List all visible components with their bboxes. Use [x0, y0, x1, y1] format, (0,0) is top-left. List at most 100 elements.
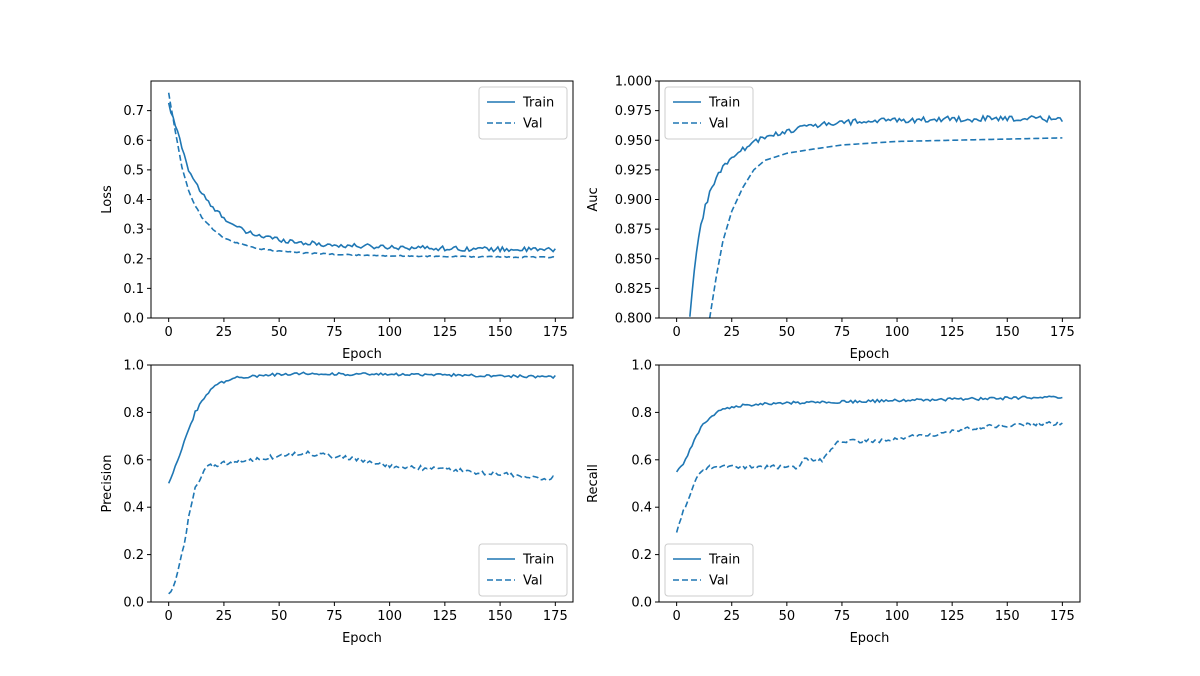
y-tick-label: 0.4	[631, 501, 652, 516]
x-tick-label: 175	[1050, 609, 1075, 624]
series-val-line	[675, 420, 1063, 533]
legend-frame	[664, 543, 754, 597]
x-tick-label: 25	[723, 609, 740, 624]
x-tick-label: 100	[377, 609, 402, 624]
legend: Train Val	[664, 86, 754, 140]
y-tick-label: 0.0	[123, 312, 144, 327]
series-val-line	[168, 450, 556, 595]
y-tick-label: 0.4	[123, 193, 144, 208]
y-axis-label: Recall	[586, 464, 601, 503]
series-val-line	[708, 137, 1063, 318]
series-train-line	[167, 371, 556, 484]
y-tick-label: 0.6	[123, 453, 144, 468]
chart-loss: 0 25 50 75 100 125 150 175 0.0 0.1 0.2 0.3 0.4 0.5 0.6…	[100, 80, 574, 362]
y-tick-label: 0.975	[615, 104, 652, 119]
y-tick-label: 0.8	[631, 406, 652, 421]
legend: Train Val	[478, 543, 568, 597]
legend-label-val: Val	[523, 574, 542, 589]
x-tick-label: 175	[543, 325, 568, 340]
x-tick-label: 175	[1050, 325, 1075, 340]
legend-label-train: Train	[708, 96, 740, 111]
x-tick-label: 150	[488, 325, 513, 340]
x-tick-label: 75	[326, 609, 343, 624]
y-tick-label: 0.825	[615, 282, 652, 297]
x-tick-label: 100	[885, 325, 910, 340]
series-train-line	[689, 114, 1064, 317]
x-tick-label: 125	[940, 609, 965, 624]
x-tick-label: 150	[488, 609, 513, 624]
x-tick-label: 175	[543, 609, 568, 624]
y-tick-label: 0.0	[631, 596, 652, 611]
x-tick-label: 125	[432, 325, 457, 340]
x-tick-label: 25	[216, 609, 233, 624]
chart-recall: 0 25 50 75 100 125 150 175 0.0 0.2 0.4 0.6 0.8 1.0 Epo…	[586, 359, 1081, 646]
y-tick-label: 0.850	[615, 252, 652, 267]
legend: Train Val	[478, 86, 568, 140]
y-tick-label: 1.0	[123, 359, 144, 374]
x-tick-label: 125	[940, 325, 965, 340]
y-tick-label: 0.4	[123, 501, 144, 516]
y-axis-label: Precision	[100, 454, 115, 512]
legend-frame	[478, 543, 568, 597]
x-tick-label: 25	[723, 325, 740, 340]
y-tick-label: 0.800	[615, 312, 652, 327]
y-tick-label: 0.950	[615, 134, 652, 149]
x-tick-label: 150	[995, 609, 1020, 624]
y-tick-label: 0.6	[123, 134, 144, 149]
x-tick-label: 0	[672, 609, 680, 624]
x-tick-label: 0	[165, 325, 173, 340]
y-tick-label: 1.0	[631, 359, 652, 374]
x-tick-label: 100	[377, 325, 402, 340]
y-tick-label: 0.0	[123, 596, 144, 611]
y-tick-label: 0.8	[123, 406, 144, 421]
y-tick-label: 0.5	[123, 163, 144, 178]
chart-precision: 0 25 50 75 100 125 150 175 0.0 0.2 0.4 0.6 0.8 1.0 Epo…	[100, 359, 574, 646]
x-axis-label: Epoch	[342, 631, 382, 646]
y-tick-label: 1.000	[615, 75, 652, 90]
x-tick-label: 75	[834, 609, 851, 624]
y-tick-label: 0.2	[123, 548, 144, 563]
legend-label-train: Train	[522, 553, 554, 568]
y-tick-label: 0.6	[631, 453, 652, 468]
x-tick-label: 0	[165, 609, 173, 624]
legend-label-val: Val	[523, 117, 542, 132]
x-tick-label: 150	[995, 325, 1020, 340]
plot-frame	[150, 364, 574, 603]
x-tick-label: 125	[432, 609, 457, 624]
y-axis-label: Loss	[100, 185, 115, 214]
y-tick-label: 0.1	[123, 282, 144, 297]
x-tick-label: 0	[672, 325, 680, 340]
x-tick-label: 50	[779, 325, 796, 340]
series-val-line	[167, 92, 556, 259]
y-tick-label: 0.3	[123, 223, 144, 238]
x-tick-label: 50	[271, 325, 288, 340]
y-axis-label: Auc	[586, 187, 601, 211]
x-tick-label: 100	[885, 609, 910, 624]
chart-auc: 0 25 50 75 100 125 150 175 0.800 0.825 0.850 0.875 0…	[586, 75, 1081, 362]
y-tick-label: 0.2	[123, 252, 144, 267]
y-tick-label: 0.2	[631, 548, 652, 563]
x-tick-label: 75	[326, 325, 343, 340]
y-tick-label: 0.875	[615, 223, 652, 238]
legend: Train Val	[664, 543, 754, 597]
series-train-line	[675, 395, 1063, 473]
x-tick-label: 50	[271, 609, 288, 624]
legend-label-val: Val	[709, 574, 728, 589]
legend-label-train: Train	[708, 553, 740, 568]
x-axis-label: Epoch	[850, 631, 890, 646]
y-tick-label: 0.925	[615, 163, 652, 178]
y-tick-label: 0.7	[123, 104, 144, 119]
legend-frame	[478, 86, 568, 140]
series-train-line	[167, 102, 556, 254]
x-axis-label: Epoch	[342, 347, 382, 362]
y-tick-label: 0.900	[615, 193, 652, 208]
plot-frame	[658, 364, 1081, 603]
legend-label-train: Train	[522, 96, 554, 111]
legend-label-val: Val	[709, 117, 728, 132]
legend-frame	[664, 86, 754, 140]
x-tick-label: 25	[216, 325, 233, 340]
x-axis-label: Epoch	[850, 347, 890, 362]
x-tick-label: 50	[779, 609, 796, 624]
x-tick-label: 75	[834, 325, 851, 340]
